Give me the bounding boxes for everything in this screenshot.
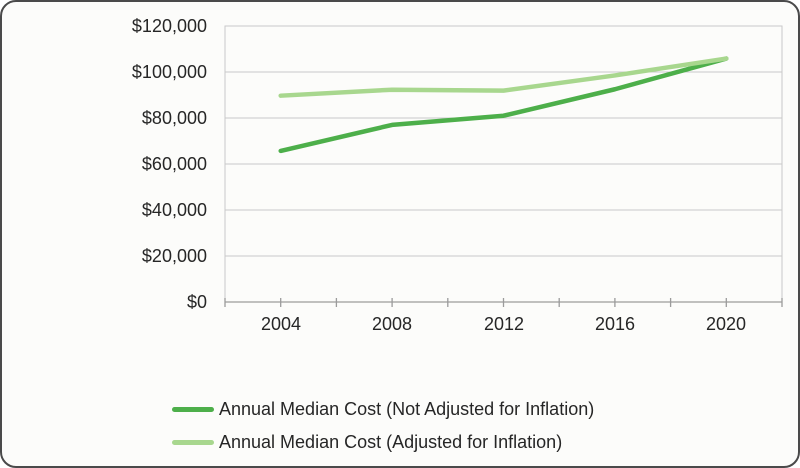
y-axis-label: $40,000 bbox=[141, 200, 207, 220]
x-axis-label: 2008 bbox=[371, 314, 413, 334]
x-axis-label: 2016 bbox=[594, 314, 636, 334]
legend-swatch-not-adjusted bbox=[172, 406, 214, 412]
x-axis-label: 2020 bbox=[705, 314, 747, 334]
y-axis-label: $80,000 bbox=[141, 108, 207, 128]
x-axis-label: 2012 bbox=[483, 314, 525, 334]
legend: Annual Median Cost (Not Adjusted for Inf… bbox=[172, 398, 594, 453]
series-line-not-adjusted bbox=[278, 56, 729, 154]
legend-label-adjusted: Annual Median Cost (Adjusted for Inflati… bbox=[219, 432, 563, 452]
y-axis-label: $0 bbox=[186, 292, 207, 312]
legend-item-adjusted: Annual Median Cost (Adjusted for Inflati… bbox=[172, 431, 594, 453]
legend-label-not-adjusted: Annual Median Cost (Not Adjusted for Inf… bbox=[219, 399, 595, 419]
y-axis-label: $20,000 bbox=[141, 246, 207, 266]
y-axis-label: $100,000 bbox=[131, 62, 207, 82]
x-axis-label: 2004 bbox=[260, 314, 302, 334]
y-axis-label: $120,000 bbox=[131, 16, 207, 36]
legend-item-not-adjusted: Annual Median Cost (Not Adjusted for Inf… bbox=[172, 398, 594, 420]
y-axis-label: $60,000 bbox=[141, 154, 207, 174]
legend-swatch-adjusted bbox=[172, 439, 214, 445]
series-line-adjusted bbox=[278, 56, 729, 98]
